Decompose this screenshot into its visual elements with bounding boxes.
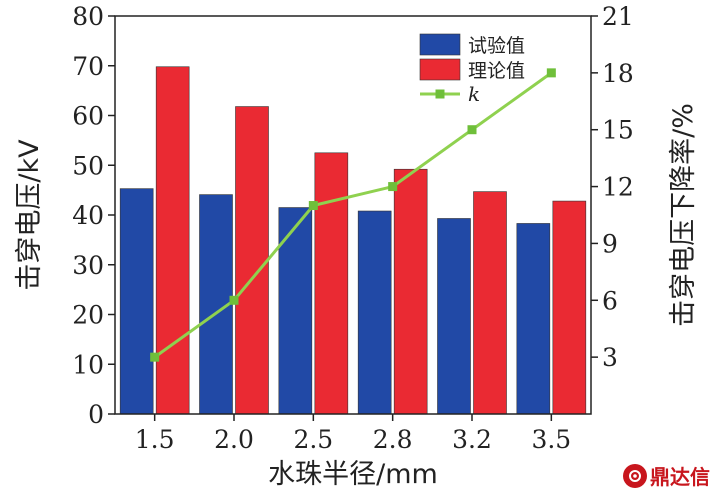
legend-label-theory: 理论值 — [468, 60, 525, 82]
k-line-layer — [150, 68, 556, 362]
bars-layer — [119, 66, 587, 415]
y-right-tick-label: 21 — [602, 2, 634, 31]
x-tick-label: 3.5 — [531, 425, 571, 454]
k-point-1.5 — [150, 352, 160, 362]
legend-label-test: 试验值 — [468, 35, 525, 57]
bar-theory-2.0 — [235, 106, 269, 415]
x-tick-label: 2.5 — [293, 425, 333, 454]
k-point-3.5 — [546, 68, 556, 78]
y-left-tick-label: 20 — [72, 301, 104, 330]
y-left-tick-label: 0 — [88, 400, 104, 429]
bar-theory-2.8 — [393, 168, 428, 415]
legend-swatch-test — [419, 33, 461, 56]
y-right-tick-label: 18 — [602, 59, 634, 88]
y-left-tick-label: 10 — [72, 350, 104, 379]
watermark-logo-icon — [623, 463, 647, 488]
legend-marker-k — [435, 89, 445, 99]
x-tick-label: 1.5 — [135, 425, 175, 454]
bar-test-3.2 — [437, 218, 471, 415]
watermark: 鼎达信 — [623, 461, 710, 490]
y-right-tick-label: 12 — [602, 173, 634, 202]
y-right-tick-label: 3 — [602, 343, 618, 372]
y-left-tick-label: 30 — [72, 251, 104, 280]
x-tick-label: 3.2 — [452, 425, 492, 454]
watermark-text: 鼎达信 — [650, 465, 710, 489]
bar-test-3.5 — [516, 223, 551, 415]
y-right-tick-label: 15 — [602, 116, 634, 145]
k-point-2.0 — [229, 295, 239, 305]
y-left-tick-label: 80 — [72, 2, 104, 31]
bar-theory-3.2 — [473, 191, 507, 415]
x-axis-title: 水珠半径/mm — [268, 459, 438, 490]
x-tick-label: 2.8 — [373, 425, 413, 454]
bar-theory-1.5 — [155, 66, 190, 415]
bar-theory-3.5 — [552, 200, 587, 415]
y-right-tick-label: 6 — [602, 286, 618, 315]
bar-theory-2.5 — [314, 152, 349, 415]
ticks-layer: 0 10 20 30 40 50 60 70 80 3 6 9 12 15 18 21 1.5 2.0 2.5 2.8… — [72, 2, 634, 454]
y-axis-left-title: 击穿电压/kV — [14, 139, 45, 291]
legend-label-k: k — [468, 82, 480, 106]
bar-test-2.8 — [357, 210, 392, 415]
k-series-line — [153, 71, 553, 359]
x-tick-label: 2.0 — [214, 425, 254, 454]
k-point-2.8 — [388, 182, 398, 192]
y-left-tick-label: 40 — [72, 201, 104, 230]
y-axis-right-title: 击穿电压下降率/% — [668, 103, 699, 327]
legend: 试验值 理论值 k — [419, 33, 525, 106]
y-left-tick-label: 70 — [72, 52, 104, 81]
k-point-3.2 — [467, 125, 477, 135]
y-left-tick-label: 60 — [72, 102, 104, 131]
k-point-2.5 — [308, 201, 318, 211]
bar-test-1.5 — [119, 188, 154, 415]
y-right-tick-label: 9 — [602, 229, 618, 258]
legend-swatch-theory — [419, 58, 461, 81]
y-left-tick-label: 50 — [72, 151, 104, 180]
